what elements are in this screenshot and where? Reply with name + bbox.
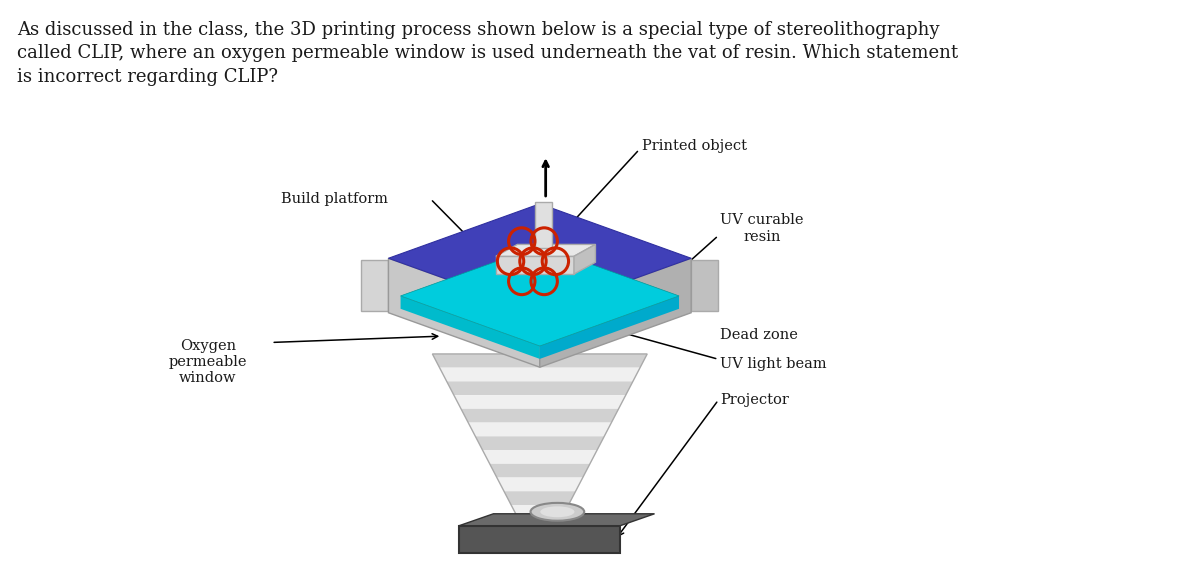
Polygon shape <box>511 505 569 519</box>
Polygon shape <box>389 204 691 313</box>
Text: Dead zone: Dead zone <box>720 328 798 342</box>
Polygon shape <box>496 245 595 256</box>
Polygon shape <box>432 354 647 368</box>
Text: As discussed in the class, the 3D printing process shown below is a special type: As discussed in the class, the 3D printi… <box>18 21 959 86</box>
Text: Projector: Projector <box>720 393 790 407</box>
Polygon shape <box>361 260 389 311</box>
Polygon shape <box>475 436 605 450</box>
Polygon shape <box>540 296 679 359</box>
Ellipse shape <box>540 507 575 517</box>
Polygon shape <box>468 423 612 436</box>
Text: Oxygen
permeable
window: Oxygen permeable window <box>168 339 247 386</box>
Polygon shape <box>389 258 540 367</box>
Polygon shape <box>540 258 691 367</box>
FancyBboxPatch shape <box>535 202 552 248</box>
Ellipse shape <box>530 503 584 521</box>
Polygon shape <box>454 395 625 409</box>
Polygon shape <box>482 450 598 464</box>
Polygon shape <box>691 260 719 311</box>
Polygon shape <box>401 246 679 346</box>
Polygon shape <box>574 245 595 274</box>
Polygon shape <box>504 491 576 505</box>
Polygon shape <box>439 368 640 382</box>
Text: Printed object: Printed object <box>642 139 748 154</box>
Polygon shape <box>446 382 632 395</box>
Polygon shape <box>490 464 590 477</box>
Polygon shape <box>460 525 620 554</box>
Polygon shape <box>461 409 618 423</box>
Polygon shape <box>496 256 574 274</box>
Polygon shape <box>401 296 540 359</box>
Text: Build platform: Build platform <box>281 192 388 206</box>
Text: UV curable
resin: UV curable resin <box>720 214 804 244</box>
Polygon shape <box>460 514 654 525</box>
Text: UV light beam: UV light beam <box>720 357 827 371</box>
Polygon shape <box>497 477 583 491</box>
